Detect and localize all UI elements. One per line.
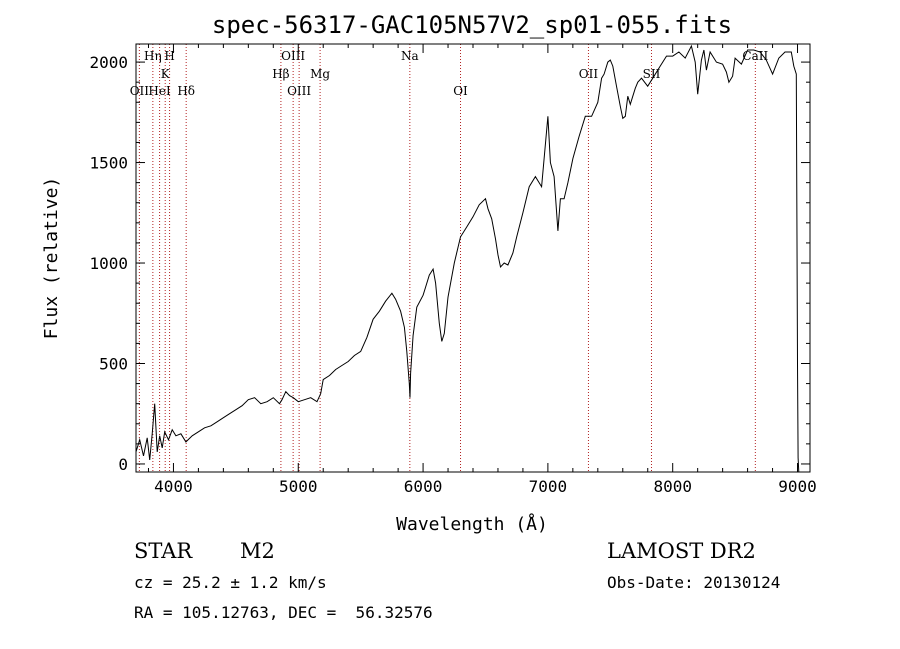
marker-label: Na [401, 49, 419, 63]
x-axis-label: Wavelength (Å) [396, 513, 548, 535]
x-tick-label: 6000 [404, 477, 443, 496]
x-tick-label: 8000 [653, 477, 692, 496]
marker-label: CaII [742, 49, 768, 63]
marker-label: K [161, 67, 171, 81]
x-tick-label: 7000 [529, 477, 568, 496]
y-tick-label: 1500 [89, 154, 128, 173]
x-tick-label: 9000 [778, 477, 817, 496]
marker-label: OII [130, 84, 150, 98]
y-axis-label: Flux (relative) [41, 177, 62, 340]
y-tick-label: 2000 [89, 53, 128, 72]
redshift-velocity: cz = 25.2 ± 1.2 km/s [134, 573, 327, 592]
marker-label: Hβ [272, 67, 289, 81]
y-tick-label: 500 [99, 354, 128, 373]
survey-name: LAMOST DR2 [607, 539, 756, 563]
marker-label: HeI [148, 84, 171, 98]
marker-label: H [164, 49, 174, 63]
y-tick-label: 0 [118, 455, 128, 474]
marker-label: Hη [144, 49, 162, 63]
chart-title: spec-56317-GAC105N57V2_sp01-055.fits [212, 11, 732, 39]
axes: 4000 5000 6000 7000 8000 9000 0 500 1000 1500 2000 [89, 44, 817, 496]
line-markers: OII Hη HeI KH Hδ Hβ OIII OIII Mg Na OI OII SII CaII [130, 44, 768, 472]
spectrum-line [135, 44, 800, 473]
marker-label: Mg [310, 67, 330, 81]
marker-label: SII [643, 67, 661, 81]
x-tick-label: 5000 [279, 477, 318, 496]
marker-label: OIII [287, 84, 311, 98]
x-tick-label: 4000 [154, 477, 193, 496]
object-class: STAR [134, 539, 193, 563]
spectrum-series [135, 44, 800, 473]
observation-date: Obs-Date: 20130124 [607, 573, 781, 592]
y-tick-label: 1000 [89, 254, 128, 273]
plot-frame [135, 43, 811, 473]
marker-label: OIII [281, 49, 305, 63]
object-subclass: M2 [240, 539, 275, 563]
marker-label: Hδ [177, 84, 195, 98]
marker-label: OII [579, 67, 599, 81]
coordinates: RA = 105.12763, DEC = 56.32576 [134, 603, 433, 622]
marker-label: OI [453, 84, 468, 98]
